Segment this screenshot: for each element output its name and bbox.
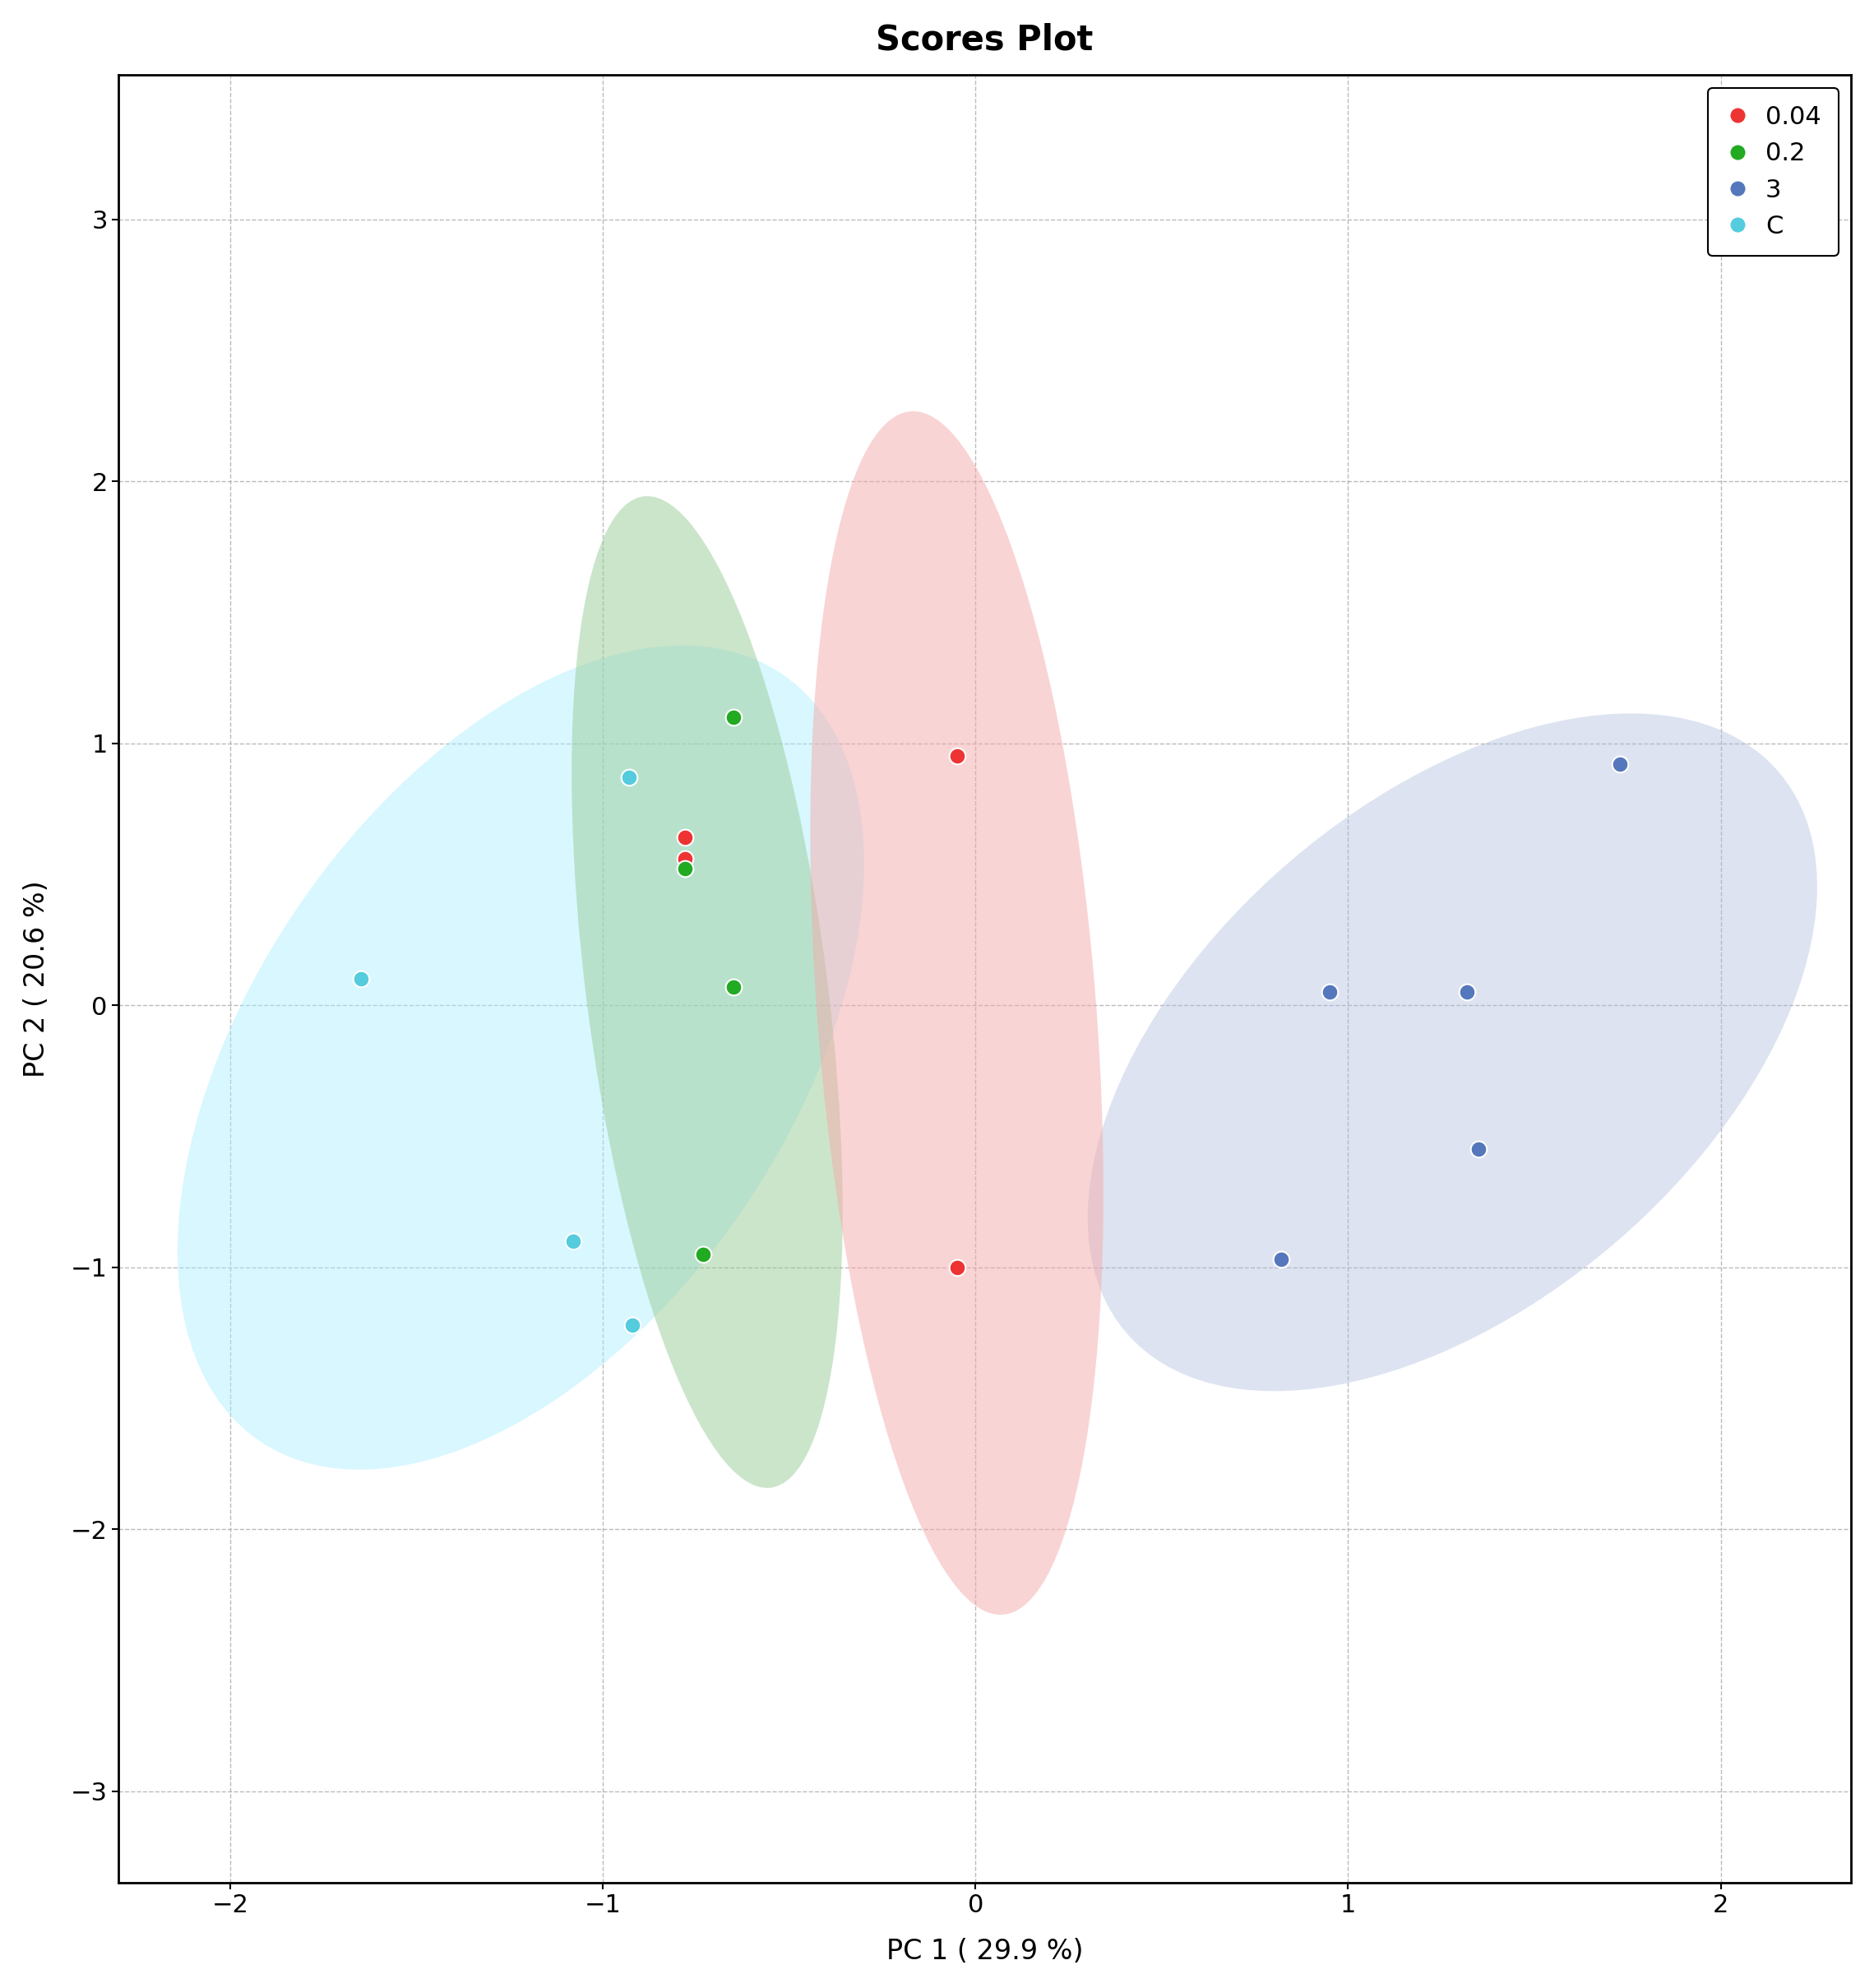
Point [669,853,699,885]
Point [1314,976,1344,1008]
Point [558,1225,588,1256]
Y-axis label: PC 2 ( 20.6 %): PC 2 ( 20.6 %) [22,881,51,1077]
Point [718,702,748,734]
Point [1452,976,1482,1008]
Point [615,761,645,793]
Point [943,1250,973,1282]
Ellipse shape [572,497,843,1487]
Point [618,1308,648,1340]
Point [669,843,699,875]
X-axis label: PC 1 ( 29.9 %): PC 1 ( 29.9 %) [886,1938,1083,1966]
Legend: 0.04, 0.2, 3, C: 0.04, 0.2, 3, C [1707,87,1838,256]
Point [1606,747,1636,779]
Point [718,970,748,1002]
Point [345,962,375,994]
Point [688,1239,718,1270]
Point [1267,1242,1297,1274]
Title: Scores Plot: Scores Plot [875,22,1093,58]
Ellipse shape [1087,714,1818,1392]
Point [669,821,699,853]
Point [1464,1133,1494,1165]
Ellipse shape [178,646,864,1469]
Point [943,740,973,771]
Ellipse shape [810,412,1104,1614]
